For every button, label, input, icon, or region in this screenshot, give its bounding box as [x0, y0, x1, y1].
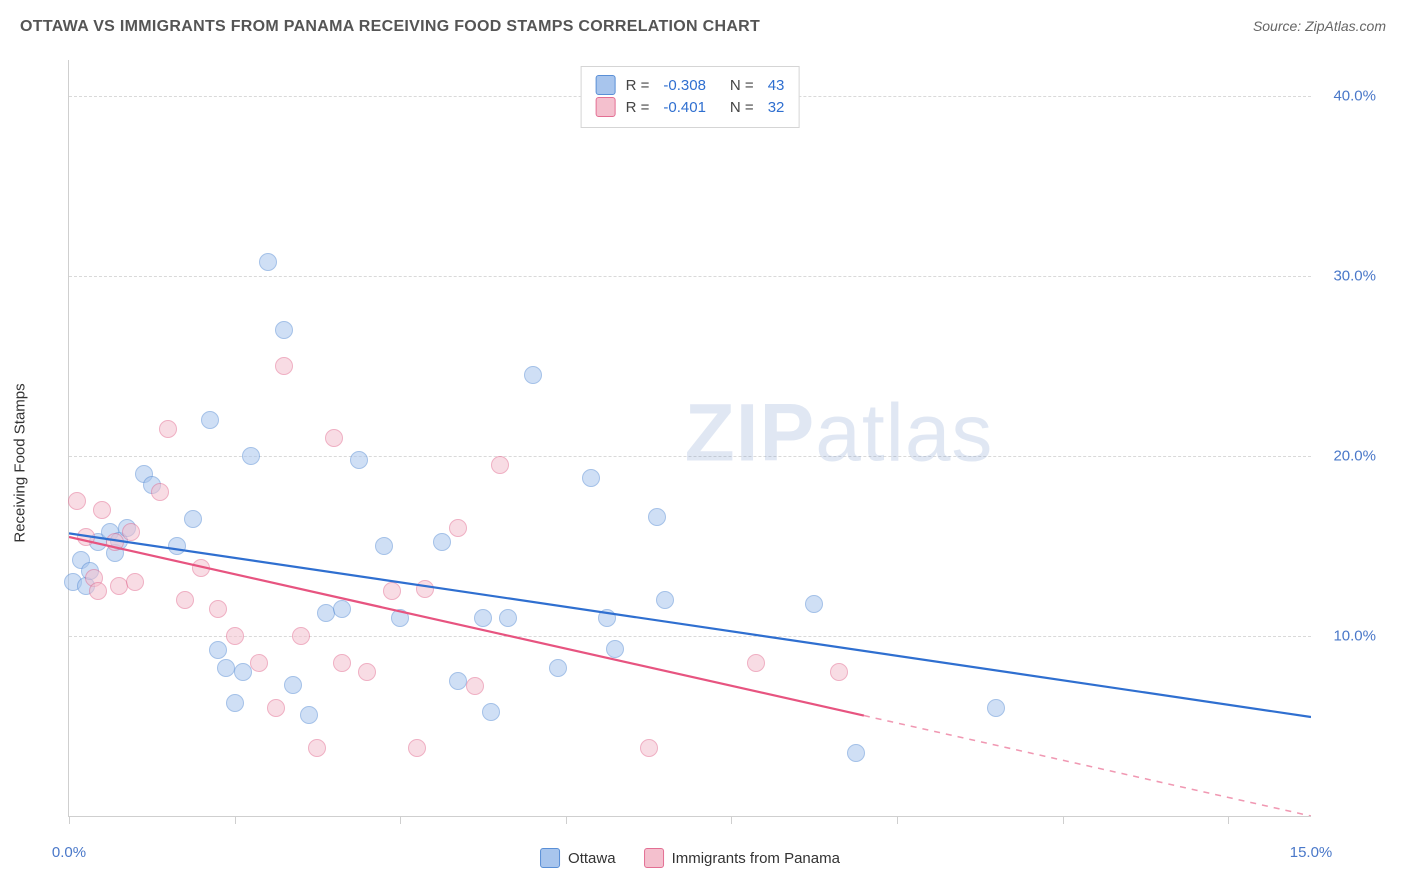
legend-row-panama: R = -0.401 N = 32	[596, 97, 785, 117]
data-point-panama	[68, 492, 86, 510]
data-point-panama	[176, 591, 194, 609]
data-point-ottawa	[217, 659, 235, 677]
data-point-panama	[267, 699, 285, 717]
data-point-ottawa	[847, 744, 865, 762]
data-point-panama	[383, 582, 401, 600]
x-tick	[1228, 816, 1229, 824]
data-point-ottawa	[375, 537, 393, 555]
data-point-panama	[358, 663, 376, 681]
data-point-ottawa	[234, 663, 252, 681]
x-tick	[1063, 816, 1064, 824]
watermark: ZIPatlas	[685, 386, 994, 480]
y-tick-label: 40.0%	[1333, 88, 1376, 105]
plot-area: ZIPatlas R = -0.308 N = 43 R = -0.401 N …	[68, 60, 1311, 817]
x-tick	[69, 816, 70, 824]
data-point-panama	[106, 533, 124, 551]
swatch-ottawa	[596, 75, 616, 95]
data-point-ottawa	[524, 366, 542, 384]
data-point-ottawa	[333, 600, 351, 618]
data-point-ottawa	[242, 447, 260, 465]
data-point-ottawa	[226, 694, 244, 712]
data-point-ottawa	[987, 699, 1005, 717]
data-point-ottawa	[582, 469, 600, 487]
data-point-panama	[250, 654, 268, 672]
x-tick	[731, 816, 732, 824]
data-point-ottawa	[201, 411, 219, 429]
chart-container: Receiving Food Stamps ZIPatlas R = -0.30…	[20, 54, 1386, 872]
page-title: OTTAWA VS IMMIGRANTS FROM PANAMA RECEIVI…	[20, 18, 760, 35]
swatch-panama	[644, 848, 664, 868]
data-point-ottawa	[300, 706, 318, 724]
data-point-ottawa	[805, 595, 823, 613]
data-point-ottawa	[168, 537, 186, 555]
data-point-panama	[122, 523, 140, 541]
data-point-panama	[449, 519, 467, 537]
x-tick	[897, 816, 898, 824]
data-point-panama	[333, 654, 351, 672]
trend-lines	[69, 60, 1311, 816]
data-point-ottawa	[259, 253, 277, 271]
data-point-panama	[747, 654, 765, 672]
data-point-panama	[308, 739, 326, 757]
data-point-ottawa	[209, 641, 227, 659]
data-point-panama	[209, 600, 227, 618]
data-point-ottawa	[350, 451, 368, 469]
data-point-ottawa	[284, 676, 302, 694]
data-point-ottawa	[656, 591, 674, 609]
data-point-panama	[640, 739, 658, 757]
data-point-ottawa	[433, 533, 451, 551]
data-point-ottawa	[606, 640, 624, 658]
data-point-ottawa	[474, 609, 492, 627]
data-point-ottawa	[549, 659, 567, 677]
gridline	[69, 276, 1311, 277]
y-tick-label: 20.0%	[1333, 448, 1376, 465]
series-legend: Ottawa Immigrants from Panama	[540, 848, 840, 868]
data-point-panama	[226, 627, 244, 645]
source-label: Source: ZipAtlas.com	[1253, 18, 1386, 34]
data-point-panama	[275, 357, 293, 375]
correlation-legend: R = -0.308 N = 43 R = -0.401 N = 32	[581, 66, 800, 128]
y-axis-label: Receiving Food Stamps	[12, 383, 29, 542]
y-tick-label: 30.0%	[1333, 268, 1376, 285]
y-tick-label: 10.0%	[1333, 628, 1376, 645]
swatch-panama	[596, 97, 616, 117]
data-point-ottawa	[499, 609, 517, 627]
x-tick	[400, 816, 401, 824]
data-point-ottawa	[184, 510, 202, 528]
gridline	[69, 636, 1311, 637]
x-tick	[235, 816, 236, 824]
data-point-ottawa	[482, 703, 500, 721]
data-point-panama	[159, 420, 177, 438]
data-point-panama	[325, 429, 343, 447]
data-point-ottawa	[598, 609, 616, 627]
legend-row-ottawa: R = -0.308 N = 43	[596, 75, 785, 95]
data-point-ottawa	[317, 604, 335, 622]
x-tick-label: 15.0%	[1290, 844, 1333, 861]
data-point-ottawa	[275, 321, 293, 339]
data-point-panama	[77, 528, 95, 546]
data-point-ottawa	[648, 508, 666, 526]
data-point-panama	[416, 580, 434, 598]
data-point-panama	[292, 627, 310, 645]
data-point-panama	[466, 677, 484, 695]
data-point-panama	[89, 582, 107, 600]
data-point-ottawa	[449, 672, 467, 690]
swatch-ottawa	[540, 848, 560, 868]
data-point-panama	[110, 577, 128, 595]
data-point-panama	[491, 456, 509, 474]
legend-item-ottawa: Ottawa	[540, 848, 616, 868]
x-tick-label: 0.0%	[52, 844, 86, 861]
data-point-panama	[192, 559, 210, 577]
x-tick	[566, 816, 567, 824]
legend-item-panama: Immigrants from Panama	[644, 848, 840, 868]
data-point-panama	[93, 501, 111, 519]
data-point-panama	[830, 663, 848, 681]
data-point-ottawa	[391, 609, 409, 627]
data-point-panama	[408, 739, 426, 757]
data-point-panama	[151, 483, 169, 501]
data-point-panama	[126, 573, 144, 591]
